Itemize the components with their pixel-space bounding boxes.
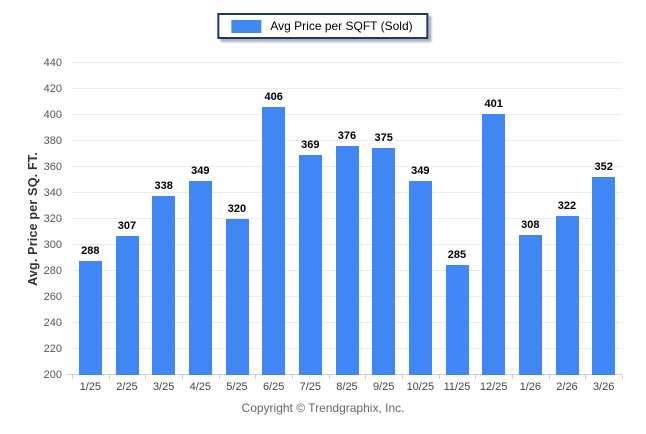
x-axis-tick [72, 375, 73, 379]
bar [188, 181, 212, 375]
bar-value-label: 352 [594, 161, 613, 174]
plot-area: 288 307 338 349 320 406 369 376 375 349 285 401 308 3… [67, 62, 623, 379]
x-tick-label: 3/25 [152, 381, 175, 393]
bar [482, 113, 506, 375]
x-tick-label: 1/25 [79, 381, 102, 393]
bar [335, 146, 359, 375]
bar [555, 216, 579, 375]
bar-value-label: 338 [154, 179, 173, 192]
legend-swatch-icon [231, 19, 262, 33]
bar [518, 234, 542, 375]
y-tick-label: 400 [43, 109, 62, 121]
bar [592, 177, 616, 375]
x-tick-label: 3/26 [592, 381, 615, 393]
x-tick-label: 2/26 [556, 381, 578, 393]
x-tick-label: 9/25 [372, 381, 395, 393]
x-axis-tick [585, 375, 587, 379]
bar-value-label: 406 [264, 91, 283, 104]
bar-value-label: 322 [557, 200, 577, 213]
bar-value-label: 307 [117, 219, 137, 232]
x-axis-tick [548, 375, 550, 379]
bar [262, 107, 286, 375]
x-axis-tick [328, 375, 330, 379]
gridline [72, 140, 622, 141]
x-tick-label: 11/25 [443, 381, 471, 393]
x-axis-tick-labels: 1/25 2/25 3/25 4/25 5/25 6/25 7/25 8/25 9/25 10/2… [72, 381, 622, 395]
x-axis-tick [512, 375, 513, 379]
bar-value-label: 401 [484, 97, 503, 110]
x-axis-tick [292, 375, 293, 379]
x-tick-label: 1/26 [519, 381, 542, 393]
x-axis-tick [402, 375, 403, 379]
copyright-text: Copyright © Trendgraphix, Inc. [241, 401, 405, 415]
bar [78, 260, 102, 375]
x-axis-tick [475, 375, 477, 379]
y-axis-tick-labels: 200 220 240 260 280 300 320 340 360 380 400 420 440 [0, 58, 62, 381]
x-axis-tick [218, 375, 220, 379]
gridline [72, 114, 622, 115]
bar [152, 195, 176, 375]
legend-label: Avg Price per SQFT (Sold) [270, 19, 413, 33]
gridline [72, 62, 622, 63]
bar [445, 264, 469, 375]
bar-value-label: 349 [411, 165, 430, 178]
y-tick-label: 240 [43, 317, 62, 329]
bar-value-label: 349 [191, 165, 210, 178]
bar-value-label: 285 [447, 248, 467, 261]
bar [298, 155, 322, 375]
bar [115, 235, 139, 375]
y-tick-label: 320 [43, 213, 62, 225]
x-tick-label: 7/25 [299, 381, 322, 393]
bar [408, 181, 432, 375]
y-tick-label: 440 [43, 57, 62, 69]
x-axis-tick [622, 375, 623, 379]
x-tick-label: 12/25 [479, 381, 508, 393]
gridline [72, 88, 622, 89]
bar-value-label: 376 [337, 130, 357, 143]
x-tick-label: 4/25 [189, 381, 212, 393]
x-axis-tick [255, 375, 257, 379]
bar-value-label: 369 [301, 139, 320, 152]
bar-value-label: 308 [521, 218, 540, 231]
x-tick-label: 5/25 [226, 381, 248, 393]
x-tick-label: 6/25 [262, 381, 285, 393]
bar-value-label: 288 [81, 244, 100, 257]
y-tick-label: 220 [43, 343, 62, 355]
x-axis-tick [145, 375, 147, 379]
y-tick-label: 200 [43, 369, 62, 381]
x-axis-tick [108, 375, 110, 379]
legend: Avg Price per SQFT (Sold) [217, 13, 429, 39]
y-tick-label: 420 [43, 83, 62, 95]
y-tick-label: 300 [43, 239, 62, 251]
x-tick-label: 2/25 [116, 381, 138, 393]
bar [225, 219, 249, 375]
bar-value-label: 320 [227, 203, 247, 215]
x-tick-label: 8/25 [336, 381, 358, 393]
y-tick-label: 280 [43, 265, 62, 277]
y-tick-label: 380 [43, 135, 62, 147]
x-axis-tick [438, 375, 440, 379]
bar [372, 147, 396, 375]
bar-value-label: 375 [374, 131, 393, 144]
y-tick-label: 260 [43, 291, 62, 303]
x-tick-label: 10/25 [406, 381, 435, 393]
x-axis-tick [365, 375, 367, 379]
x-axis-tick [182, 375, 183, 379]
y-tick-label: 360 [43, 161, 62, 173]
y-tick-label: 340 [43, 187, 62, 199]
